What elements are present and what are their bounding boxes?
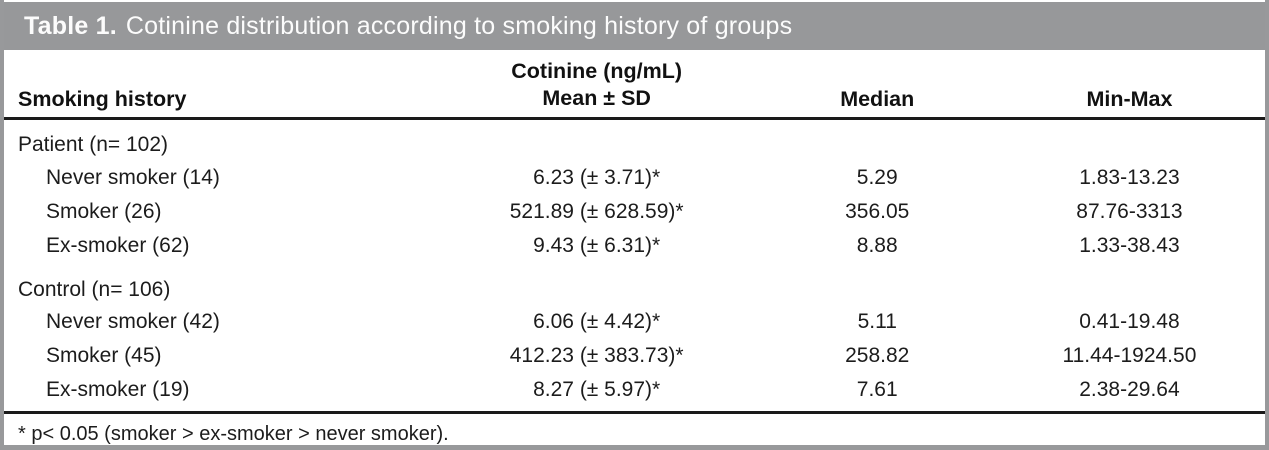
median-cell: 5.11 [857, 309, 897, 333]
header-row: Smoking history Cotinine (ng/mL) Mean ± … [4, 58, 1265, 120]
col-header-smoking-history: Smoking history [4, 58, 433, 120]
col-header-cotinine-mean-sd: Cotinine (ng/mL) Mean ± SD [432, 58, 761, 120]
min-max-cell [994, 119, 1265, 161]
median-cell: 8.88 [856, 233, 898, 257]
median-cell: 258.82 [845, 343, 910, 367]
table-body-area: Smoking history Cotinine (ng/mL) Mean ± … [4, 50, 1265, 446]
row-label: Smoker (26) [46, 199, 162, 223]
mean-sd-cell: 6.06 (± 4.42)* [533, 309, 661, 333]
median-cell [761, 263, 994, 305]
mean-sd-cell [433, 263, 761, 305]
row-label: Ex-smoker (62) [46, 233, 190, 257]
mean-sd-cell: 9.43 (± 6.31)* [533, 233, 661, 257]
table-title-bar: Table 1. Cotinine distribution according… [4, 2, 1265, 50]
row-label: Never smoker (42) [46, 309, 220, 333]
min-max-cell: 1.33-38.43 [1079, 233, 1180, 257]
row-label: Control (n= 106) [18, 277, 171, 301]
median-cell: 356.05 [845, 199, 910, 223]
median-cell [761, 119, 994, 161]
row-label: Ex-smoker (19) [46, 377, 190, 401]
min-max-cell: 2.38-29.64 [1079, 377, 1180, 401]
cotinine-table: Smoking history Cotinine (ng/mL) Mean ± … [4, 58, 1265, 407]
table-row: Smoker (45) 412.23 (± 383.73)* 258.82 11… [4, 339, 1265, 373]
median-cell: 5.29 [856, 165, 898, 189]
mean-sd-cell: 6.23 (± 3.71)* [533, 165, 661, 189]
mean-sd-cell: 412.23 (± 383.73)* [509, 343, 684, 367]
row-label: Never smoker (14) [46, 165, 220, 189]
col-header-median: Median [760, 58, 994, 120]
median-cell: 7.61 [856, 377, 898, 401]
group-row-patient: Patient (n= 102) [4, 119, 1265, 161]
min-max-cell: 11.44-1924.50 [1062, 343, 1197, 367]
table-row: Ex-smoker (19) 8.27 (± 5.97)* 7.61 2.38-… [4, 373, 1265, 407]
mean-sd-cell: 521.89 (± 628.59)* [509, 199, 684, 223]
table-footnote: * p< 0.05 (smoker > ex-smoker > never sm… [4, 410, 1265, 446]
table-row: Never smoker (42) 6.06 (± 4.42)* 5.11 0.… [4, 305, 1265, 339]
min-max-cell: 1.83-13.23 [1079, 165, 1180, 189]
mean-sd-cell [433, 119, 761, 161]
min-max-cell: 87.76-3313 [1076, 199, 1183, 223]
min-max-cell: 0.41-19.48 [1079, 309, 1180, 333]
mean-sd-cell: 8.27 (± 5.97)* [533, 377, 661, 401]
col-header-min-max: Min-Max [993, 58, 1265, 120]
group-row-control: Control (n= 106) [4, 263, 1265, 305]
table-row: Ex-smoker (62) 9.43 (± 6.31)* 8.88 1.33-… [4, 229, 1265, 263]
col-header-cotinine-unit: Cotinine (ng/mL) [511, 59, 683, 83]
row-label: Smoker (45) [46, 343, 162, 367]
col-header-mean-sd: Mean ± SD [542, 86, 651, 110]
min-max-cell [994, 263, 1265, 305]
table-row: Never smoker (14) 6.23 (± 3.71)* 5.29 1.… [4, 161, 1265, 195]
table-row: Smoker (26) 521.89 (± 628.59)* 356.05 87… [4, 195, 1265, 229]
table-title: Cotinine distribution according to smoki… [125, 11, 793, 40]
row-label: Patient (n= 102) [18, 133, 169, 157]
table-number: Table 1. [24, 11, 117, 40]
